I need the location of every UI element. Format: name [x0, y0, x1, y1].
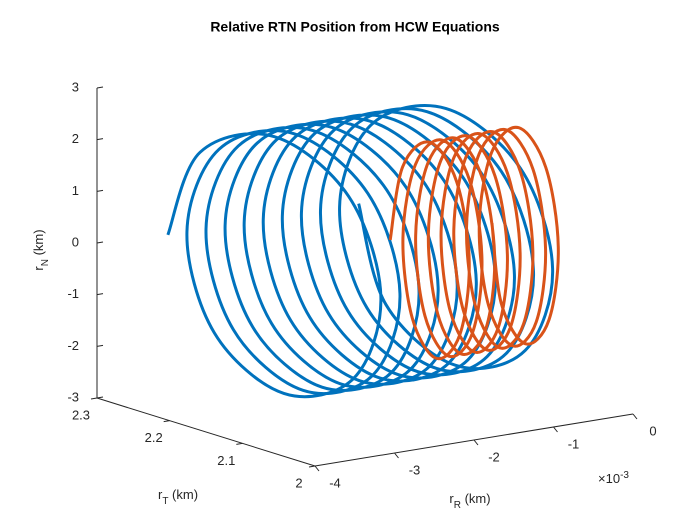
label-sub: T	[162, 496, 168, 507]
series-line	[388, 125, 560, 361]
label-part: r	[158, 487, 163, 502]
exponent-base: ×10	[598, 471, 620, 486]
label-part: r	[31, 266, 46, 271]
z-tick	[96, 86, 104, 89]
x-tick	[394, 452, 399, 459]
chart-title: Relative RTN Position from HCW Equations	[210, 19, 500, 35]
label-part: (km)	[461, 491, 491, 506]
exponent-power: -3	[620, 470, 629, 481]
x-axis-label: rR (km)	[449, 491, 490, 510]
y-tick-label: 2.1	[217, 453, 235, 468]
z-tick-label: 3	[72, 79, 79, 94]
y-axis-label: rT (km)	[158, 487, 198, 506]
x-tick-label: 0	[649, 423, 656, 438]
z-tick-label: 2	[72, 131, 79, 146]
y-tick	[163, 420, 170, 423]
x-tick-label: -3	[409, 462, 421, 477]
label-sub: R	[454, 500, 461, 511]
x-exponent: ×10-3	[598, 470, 629, 487]
label-part: (km)	[168, 487, 198, 502]
y-tick	[90, 397, 98, 400]
y-tick-label: 2	[295, 475, 302, 490]
x-tick-label: -4	[329, 475, 341, 490]
x-tick	[632, 413, 638, 420]
y-axis-line	[96, 397, 316, 467]
x-tick	[553, 426, 558, 433]
z-tick	[96, 241, 104, 244]
z-tick	[96, 189, 104, 192]
x-tick-label: -1	[568, 436, 580, 451]
y-tick	[236, 442, 243, 445]
x-tick	[314, 465, 320, 472]
z-tick-label: -1	[67, 286, 79, 301]
z-tick-label: -3	[67, 389, 79, 404]
label-part: r	[449, 491, 454, 506]
y-tick-label: 2.3	[72, 407, 90, 422]
z-axis-label: rN (km)	[31, 229, 50, 270]
z-tick	[96, 344, 104, 347]
z-tick	[96, 396, 104, 399]
z-tick-label: 1	[72, 183, 79, 198]
z-tick-label: 0	[72, 234, 79, 249]
x-tick	[473, 439, 479, 446]
x-tick-label: -2	[488, 449, 500, 464]
y-tick-label: 2.2	[145, 430, 163, 445]
label-sub: N	[40, 259, 51, 266]
z-tick	[96, 138, 104, 141]
label-part: (km)	[31, 229, 46, 259]
z-tick	[96, 293, 104, 296]
y-tick	[308, 465, 316, 468]
z-tick-label: -2	[67, 338, 79, 353]
